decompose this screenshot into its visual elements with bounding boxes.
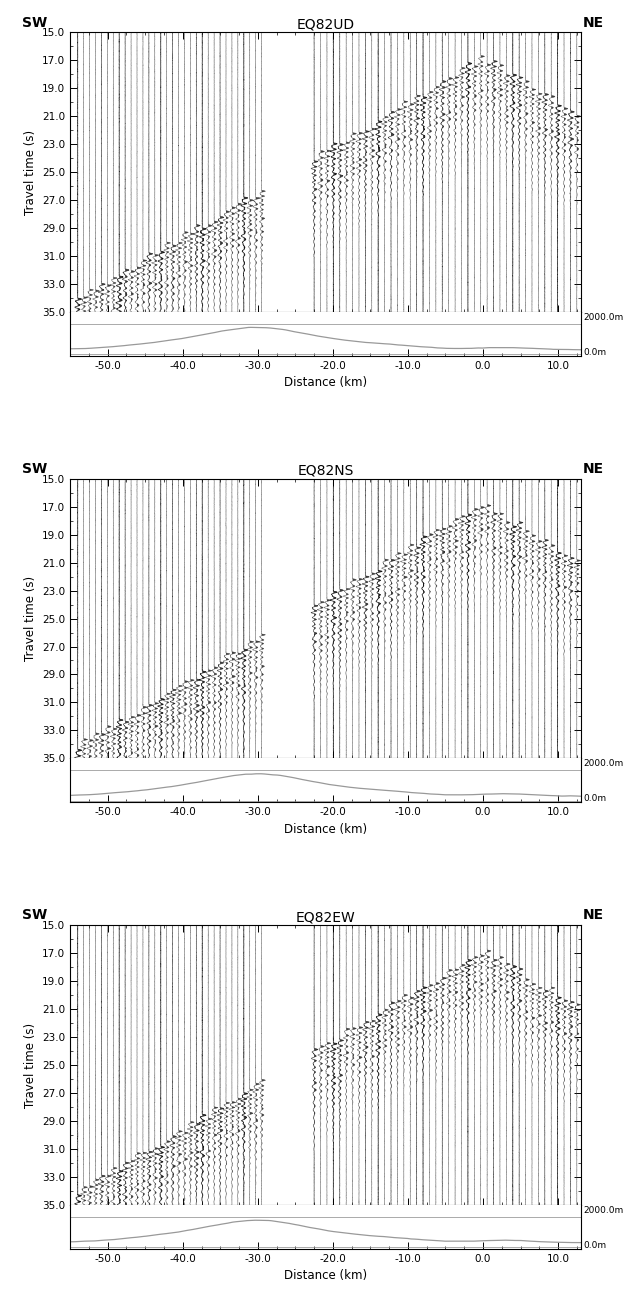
Title: EQ82NS: EQ82NS bbox=[297, 463, 353, 477]
Y-axis label: Travel time (s): Travel time (s) bbox=[24, 129, 36, 215]
X-axis label: Distance (km): Distance (km) bbox=[284, 377, 367, 389]
Text: NE: NE bbox=[583, 462, 604, 476]
Text: 0.0m: 0.0m bbox=[583, 348, 606, 357]
Text: SW: SW bbox=[22, 16, 47, 30]
X-axis label: Distance (km): Distance (km) bbox=[284, 1269, 367, 1282]
Text: 0.0m: 0.0m bbox=[583, 1241, 606, 1250]
Y-axis label: Travel time (s): Travel time (s) bbox=[24, 1022, 36, 1108]
Text: 2000.0m: 2000.0m bbox=[583, 313, 623, 322]
Text: 2000.0m: 2000.0m bbox=[583, 1206, 623, 1215]
Text: SW: SW bbox=[22, 462, 47, 476]
Title: EQ82UD: EQ82UD bbox=[296, 17, 355, 31]
Title: EQ82EW: EQ82EW bbox=[295, 910, 355, 924]
Text: 0.0m: 0.0m bbox=[583, 795, 606, 804]
X-axis label: Distance (km): Distance (km) bbox=[284, 823, 367, 836]
Text: SW: SW bbox=[22, 908, 47, 923]
Text: 2000.0m: 2000.0m bbox=[583, 760, 623, 769]
Text: NE: NE bbox=[583, 16, 604, 30]
Y-axis label: Travel time (s): Travel time (s) bbox=[24, 576, 36, 661]
Text: NE: NE bbox=[583, 908, 604, 923]
